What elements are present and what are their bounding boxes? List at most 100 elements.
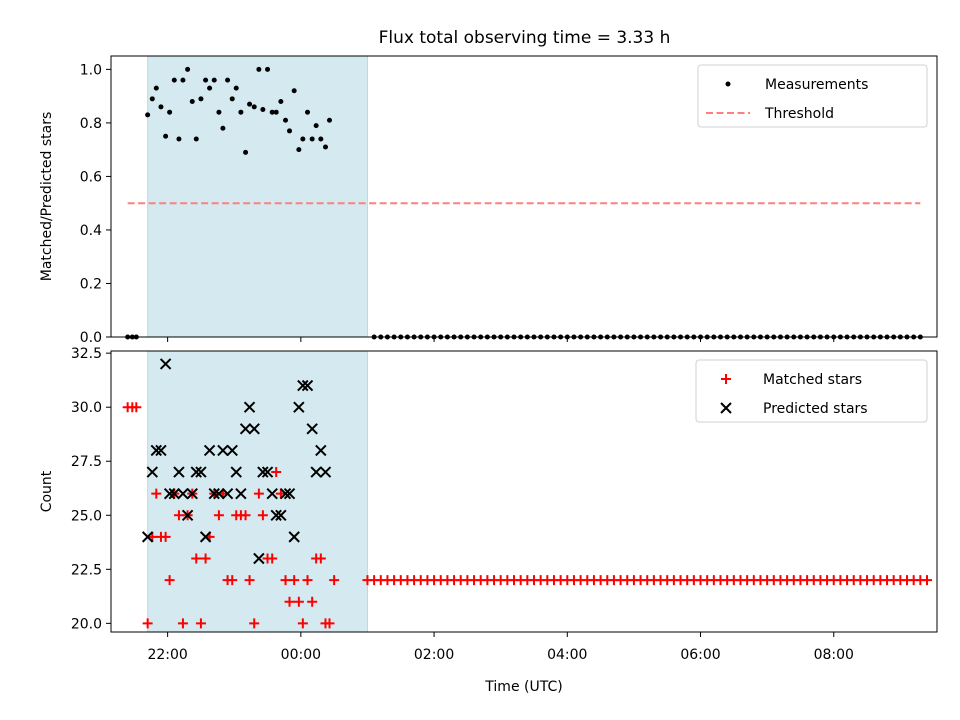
y-tick-label: 32.5: [71, 346, 102, 362]
measurement-point: [193, 136, 199, 142]
predicted-star-marker: [239, 423, 252, 435]
predicted-star-marker: [315, 444, 327, 457]
y-tick-label: 0.2: [80, 276, 102, 292]
y-axis-label: Count: [39, 470, 55, 512]
measurement-point: [243, 149, 249, 155]
matched-star-marker: [131, 402, 142, 413]
measurement-point: [251, 104, 257, 110]
predicted-star-marker: [279, 487, 292, 500]
legend-box: [695, 359, 928, 423]
matched-star-marker: [177, 618, 188, 629]
axes-frame: [110, 55, 938, 338]
axes-frame: [110, 350, 938, 633]
x-tick-label: 02:00: [414, 647, 454, 663]
predicted-star-marker: [195, 466, 207, 478]
matched-star-marker: [240, 510, 251, 521]
x-tick-label: 08:00: [814, 647, 854, 663]
matched-star-marker: [289, 575, 300, 586]
predicted-star-marker: [230, 466, 242, 478]
measurement-point: [260, 107, 266, 113]
measurement-point: [198, 96, 204, 102]
predicted-star-marker: [213, 487, 225, 500]
matched-star-marker: [302, 575, 313, 586]
predicted-star-marker: [186, 487, 198, 500]
predicted-star-marker: [261, 466, 274, 478]
chart-title: Flux total observing time = 3.33 h: [379, 28, 671, 48]
predicted-star-marker: [159, 358, 172, 370]
legend-label: Measurements: [765, 77, 868, 93]
y-tick-label: 0.6: [80, 169, 102, 185]
measurement-point: [269, 109, 275, 115]
predicted-star-marker: [275, 509, 287, 521]
matched-star-marker: [244, 575, 255, 586]
measurement-point: [229, 96, 235, 102]
legend-marker-matched: [721, 374, 731, 384]
matched-star-marker: [249, 618, 260, 629]
predicted-star-marker: [181, 509, 194, 521]
legend-marker-predicted: [720, 402, 732, 414]
matched-star-marker: [315, 553, 326, 564]
measurement-point: [291, 88, 297, 94]
measurement-point: [256, 66, 262, 72]
matched-star-marker: [142, 618, 153, 629]
matched-star-marker: [200, 553, 211, 564]
measurement-point: [216, 109, 222, 115]
predicted-star-marker: [235, 487, 247, 500]
measurement-point: [313, 123, 319, 129]
predicted-star-marker: [257, 466, 269, 478]
measurement-point: [158, 104, 164, 110]
predicted-star-marker: [319, 466, 332, 478]
matched-star-marker: [227, 575, 238, 586]
measurement-point: [273, 109, 279, 115]
matched-star-marker: [191, 553, 202, 564]
measurement-point: [265, 66, 271, 72]
y-tick-label: 0.8: [80, 116, 102, 132]
measurement-point: [153, 85, 159, 91]
legend-label: Matched stars: [763, 372, 862, 388]
matched-star-marker: [267, 553, 278, 564]
predicted-star-marker: [155, 444, 167, 457]
predicted-star-marker: [217, 444, 229, 457]
measurement-point: [247, 101, 253, 107]
predicted-star-marker: [208, 487, 220, 500]
measurement-point: [149, 96, 155, 102]
x-tick-label: 00:00: [281, 647, 321, 663]
predicted-star-marker: [306, 423, 318, 435]
predicted-star-marker: [150, 444, 163, 457]
predicted-star-marker: [293, 401, 305, 413]
measurement-point: [167, 109, 173, 115]
predicted-star-marker: [199, 531, 212, 543]
x-tick-label: 06:00: [680, 647, 720, 663]
predicted-star-marker: [253, 552, 265, 565]
predicted-star-marker: [248, 423, 260, 435]
y-tick-label: 22.5: [71, 562, 102, 578]
measurement-point: [180, 77, 186, 83]
top-panel: 0.0 0.2 0.4 0.6 0.8 1.0 Matched/Predicted star…: [39, 55, 938, 346]
predicted-star-marker: [243, 401, 256, 413]
y-tick-label: 0.4: [80, 223, 102, 239]
predicted-star-marker: [190, 466, 202, 478]
matched-star-marker: [329, 575, 340, 586]
y-tick-label: 30.0: [71, 400, 102, 416]
matched-star-marker: [257, 510, 268, 521]
predicted-star-marker: [221, 487, 234, 500]
measurement-point: [163, 133, 169, 139]
matched-star-marker: [324, 618, 335, 629]
matched-star-marker: [297, 618, 308, 629]
predicted-star-marker: [203, 444, 216, 457]
matched-star-marker: [173, 510, 184, 521]
measurement-point: [287, 128, 293, 134]
matched-star-marker: [213, 510, 224, 521]
predicted-star-marker: [173, 466, 185, 478]
measurement-point: [278, 98, 284, 104]
matched-star-marker: [195, 618, 206, 629]
measurement-point: [326, 117, 332, 123]
y-tick-label: 20.0: [71, 616, 102, 632]
measurement-point: [189, 98, 195, 104]
measurement-point: [238, 109, 244, 115]
observing-window-span: [147, 55, 368, 338]
predicted-star-marker: [297, 379, 309, 392]
legend-marker-measurements: [725, 81, 731, 87]
measurement-point: [171, 77, 177, 83]
predicted-star-marker: [266, 487, 278, 500]
